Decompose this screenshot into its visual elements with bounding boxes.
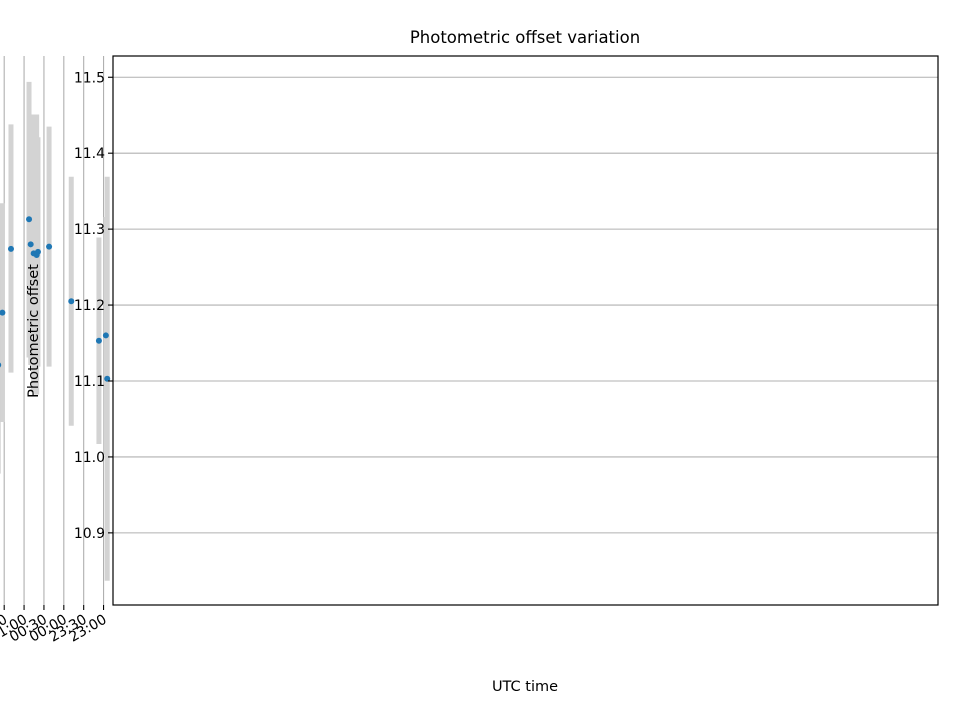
y-tick-label: 11.5 (74, 70, 105, 86)
data-point (7, 245, 14, 252)
y-axis-label: Photometric offset (26, 264, 42, 398)
y-tick-label: 11.4 (74, 146, 105, 162)
y-tick-label: 11.0 (74, 450, 105, 466)
data-point (27, 241, 34, 248)
data-point (30, 250, 37, 257)
data-point (0, 309, 6, 316)
data-point (0, 362, 2, 368)
y-tick-label: 10.9 (74, 526, 105, 542)
plot-frame (112, 55, 939, 606)
y-axis-ticks: 10.9 11.0 11.1 11.2 11.3 11.4 11.5 (74, 70, 113, 542)
data-point (46, 243, 53, 250)
data-point (26, 216, 33, 223)
y-tick-label: 11.3 (74, 222, 105, 238)
data-point (95, 337, 102, 344)
x-axis-label: UTC time (492, 679, 558, 695)
data-point (104, 375, 111, 382)
data-point (68, 298, 75, 305)
y-tick-label: 11.1 (74, 374, 105, 390)
data-point (102, 332, 109, 339)
chart-title: Photometric offset variation (410, 28, 640, 47)
y-tick-label: 11.2 (74, 298, 105, 314)
data-points (0, 216, 111, 382)
